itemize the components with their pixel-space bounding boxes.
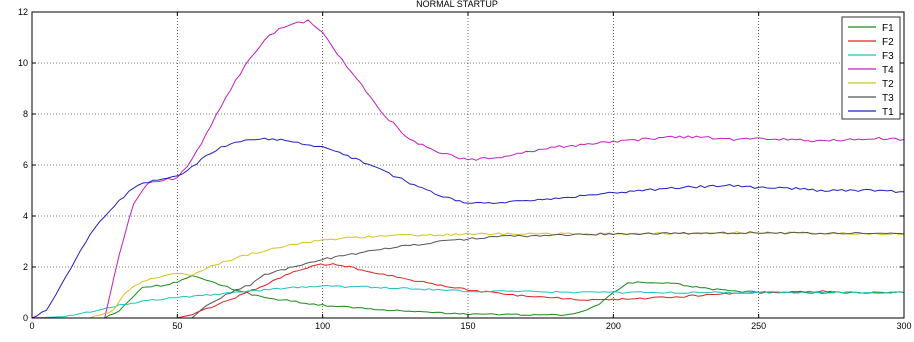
x-tick-label: 250 (751, 321, 766, 331)
y-tick-label: 0 (23, 313, 28, 323)
y-tick-label: 4 (23, 211, 28, 221)
legend-label-t1: T1 (882, 107, 894, 118)
series-line-t1 (31, 137, 904, 319)
series-line-f3 (31, 284, 905, 319)
grid-lines (32, 12, 904, 318)
y-tick-label: 8 (23, 109, 28, 119)
legend-label-f1: F1 (882, 23, 894, 34)
legend-label-f2: F2 (882, 37, 894, 48)
x-tick-label: 50 (172, 321, 182, 331)
legend-box (841, 16, 901, 120)
axis-ticks: 0 50 100 150 200 250 300 0 2 4 6 8 10 12 (18, 7, 912, 331)
x-tick-label: 100 (315, 321, 330, 331)
legend-label-t2: T2 (882, 79, 894, 90)
legend-label-t4: T4 (882, 65, 894, 76)
chart-title: NORMAL STARTUP (416, 0, 498, 9)
legend-label-t3: T3 (882, 93, 894, 104)
legend-label-f3: F3 (882, 51, 894, 62)
x-tick-label: 200 (606, 321, 621, 331)
x-tick-label: 300 (896, 321, 911, 331)
y-tick-label: 10 (18, 58, 28, 68)
series-lines (31, 19, 905, 319)
y-tick-label: 6 (23, 160, 28, 170)
series-line-t4 (32, 19, 905, 319)
x-tick-label: 150 (460, 321, 475, 331)
legend: F1 F2 F3 T4 T2 T3 T1 (841, 16, 901, 120)
y-tick-label: 12 (18, 7, 28, 17)
y-tick-label: 2 (23, 262, 28, 272)
x-tick-label: 0 (29, 321, 34, 331)
